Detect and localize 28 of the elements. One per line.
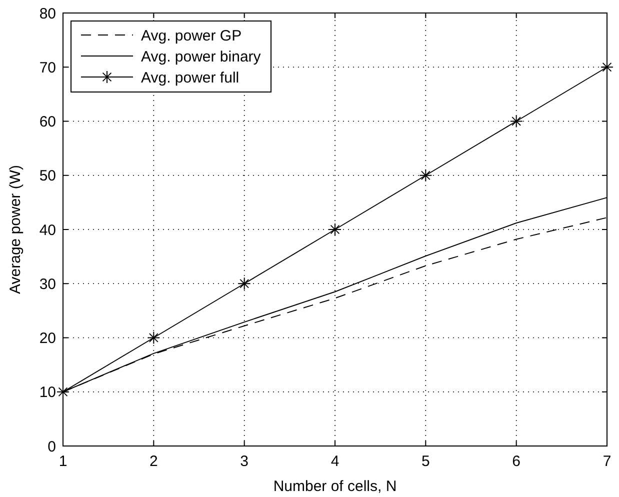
point — [56, 385, 70, 398]
x-tick-label: 4 — [330, 453, 340, 470]
legend-label: Avg. power full — [141, 69, 240, 86]
point — [419, 168, 432, 182]
y-tick-label: 50 — [39, 168, 56, 185]
y-tick-label: 40 — [39, 222, 56, 239]
legend-label: Avg. power binary — [141, 48, 262, 66]
y-tick-label: 0 — [48, 438, 56, 456]
x-tick-label: 6 — [512, 453, 521, 470]
y-tick-label: 70 — [39, 59, 56, 76]
y-tick-label: 10 — [39, 384, 56, 402]
x-tick-label: 2 — [149, 453, 158, 470]
point — [510, 114, 523, 128]
point — [238, 277, 251, 290]
point — [600, 60, 614, 74]
legend-label: Avg. power GP — [141, 27, 242, 44]
x-tick-label: 7 — [602, 453, 612, 470]
y-tick-label: 20 — [39, 330, 56, 347]
y-tick-label: 80 — [39, 5, 56, 22]
y-tick-label: 60 — [39, 114, 56, 130]
x-tick-label: 1 — [58, 453, 68, 470]
y-tick-label: 30 — [39, 276, 56, 293]
y-axis-title: Average power (W) — [7, 165, 24, 294]
point — [328, 223, 342, 236]
x-tick-label: 5 — [421, 453, 430, 470]
x-tick-label: 3 — [240, 453, 249, 470]
x-axis-title: Number of cells, N — [273, 478, 397, 495]
point — [147, 331, 160, 344]
